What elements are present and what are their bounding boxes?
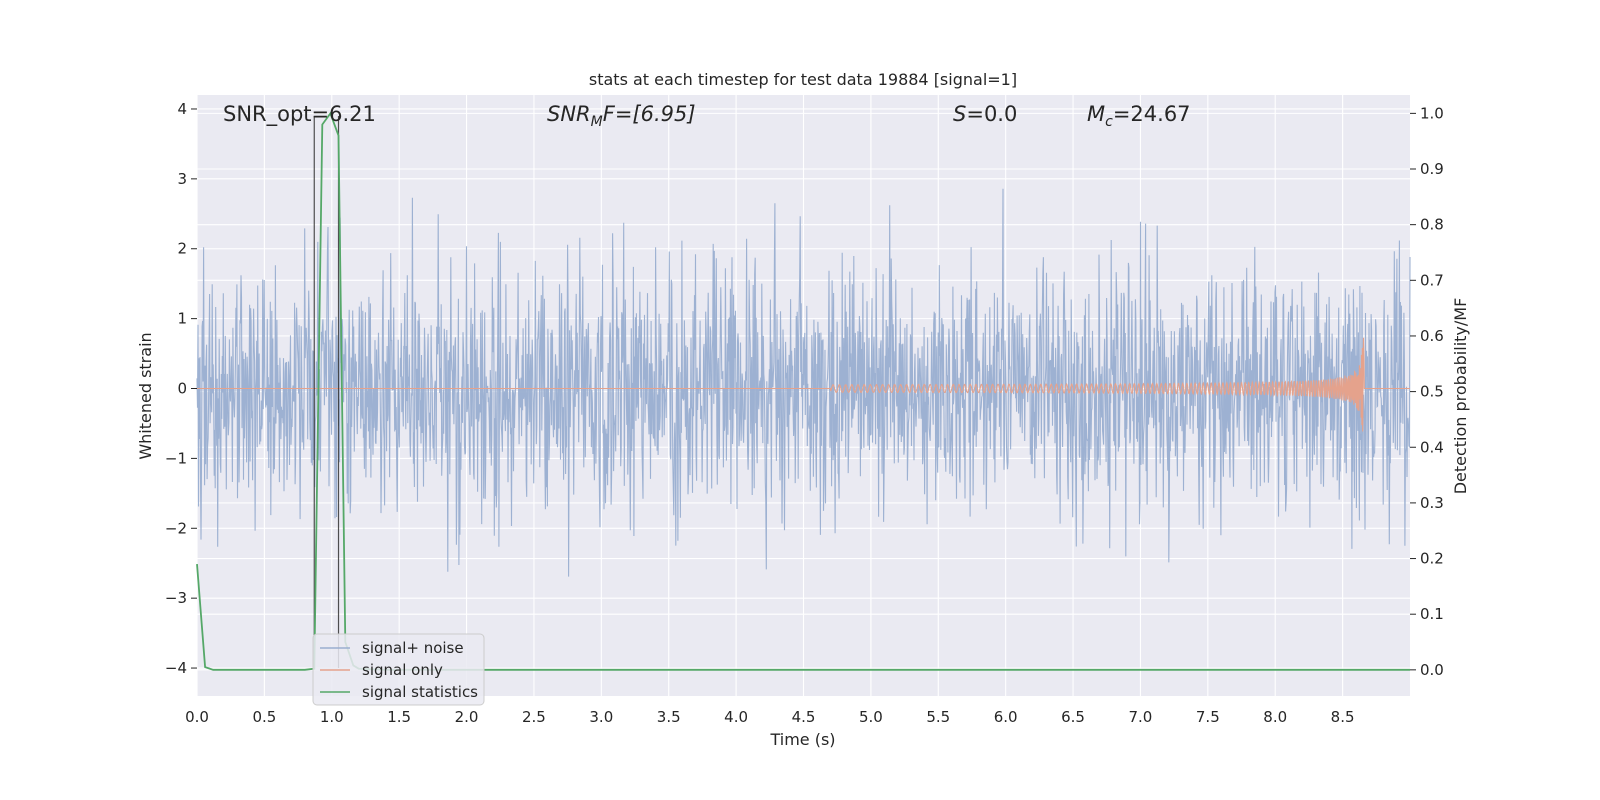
y-right-tick-label: 0.3 xyxy=(1420,494,1444,512)
y-right-tick-label: 0.7 xyxy=(1420,271,1444,289)
snr-mf-main: SNR xyxy=(547,102,591,126)
x-axis-ticks: 0.0 0.5 1.0 1.5 2.0 2.5 3.0 3.5 4.0 4.5 5.0 5.5 6.0 6… xyxy=(185,708,1354,726)
chart-title: stats at each timestep for test data 198… xyxy=(589,70,1017,89)
x-tick-label: 0.5 xyxy=(252,708,276,726)
annotation-s: S=0.0 xyxy=(953,102,1017,126)
legend-label-stats: signal statistics xyxy=(362,683,478,701)
y-left-tick-label: 4 xyxy=(177,100,187,118)
x-tick-label: 6.5 xyxy=(1061,708,1085,726)
x-tick-label: 6.0 xyxy=(994,708,1018,726)
x-axis-label: Time (s) xyxy=(769,730,835,749)
x-tick-label: 3.0 xyxy=(589,708,613,726)
s-rest: =0.0 xyxy=(966,102,1017,126)
legend: signal+ noise signal only signal statist… xyxy=(312,633,485,706)
y-left-tick-label: 1 xyxy=(177,310,187,328)
annotation-snr-mf: SNRMF=[6.95] xyxy=(547,102,696,130)
noise-trace xyxy=(196,188,1411,577)
legend-box xyxy=(312,633,485,706)
y-right-tick-label: 0.4 xyxy=(1420,438,1444,456)
series-signal-only xyxy=(197,337,1410,432)
signal-trace xyxy=(197,337,1410,432)
x-tick-label: 4.5 xyxy=(792,708,816,726)
x-tick-label: 2.5 xyxy=(522,708,546,726)
y-left-tick-label: −2 xyxy=(165,519,187,537)
y-right-tick-label: 1.0 xyxy=(1420,104,1444,122)
x-tick-label: 8.0 xyxy=(1263,708,1287,726)
y-right-tick-label: 0.9 xyxy=(1420,160,1444,178)
x-tick-label: 7.0 xyxy=(1129,708,1153,726)
x-tick-label: 5.5 xyxy=(926,708,950,726)
y-right-tick-label: 0.8 xyxy=(1420,216,1444,234)
y-left-tick-label: 3 xyxy=(177,170,187,188)
x-tick-label: 7.5 xyxy=(1196,708,1220,726)
snr-mf-sub: M xyxy=(591,114,603,130)
snr-mf-rest-f: F=[6.95] xyxy=(603,102,696,126)
y-left-tick-label: −1 xyxy=(165,449,187,467)
y-left-tick-label: −4 xyxy=(165,659,187,677)
annotation-snr-opt: SNR_opt=6.21 xyxy=(223,102,376,127)
legend-label-noise: signal+ noise xyxy=(362,639,464,657)
grid-lines xyxy=(196,95,1410,696)
legend-label-signal: signal only xyxy=(362,661,443,679)
y-right-tick-label: 0.2 xyxy=(1420,550,1444,568)
x-tick-label: 8.5 xyxy=(1331,708,1355,726)
y-axis-left-ticks: 4 3 2 1 0 −1 −2 −3 −4 xyxy=(165,100,197,677)
y-right-tick-label: 0.6 xyxy=(1420,327,1444,345)
y-axis-left-label: Whitened strain xyxy=(136,332,155,459)
annotation-mc: Mc=24.67 xyxy=(1087,102,1191,130)
vertical-markers xyxy=(313,115,340,669)
y-right-tick-label: 0.0 xyxy=(1420,661,1444,679)
y-left-tick-label: −3 xyxy=(165,589,187,607)
mc-sub: c xyxy=(1105,114,1113,130)
s-italic: S xyxy=(953,102,966,126)
x-tick-label: 3.5 xyxy=(657,708,681,726)
mc-rest: =24.67 xyxy=(1113,102,1191,126)
mc-main: M xyxy=(1087,102,1105,126)
series-signal-noise xyxy=(196,188,1411,577)
x-tick-label: 1.5 xyxy=(387,708,411,726)
y-axis-right-label: Detection probability/MF xyxy=(1451,298,1470,495)
y-axis-right-ticks: 1.0 0.9 0.8 0.7 0.6 0.5 0.4 0.3 0.2 0.1 0.0 xyxy=(1410,104,1444,679)
x-tick-label: 1.0 xyxy=(320,708,344,726)
x-tick-label: 2.0 xyxy=(455,708,479,726)
x-tick-label: 5.0 xyxy=(859,708,883,726)
y-right-tick-label: 0.1 xyxy=(1420,605,1444,623)
y-left-tick-label: 0 xyxy=(177,380,187,398)
y-left-tick-label: 2 xyxy=(177,240,187,258)
x-tick-label: 4.0 xyxy=(724,708,748,726)
y-right-tick-label: 0.5 xyxy=(1420,383,1444,401)
x-tick-label: 0.0 xyxy=(185,708,209,726)
